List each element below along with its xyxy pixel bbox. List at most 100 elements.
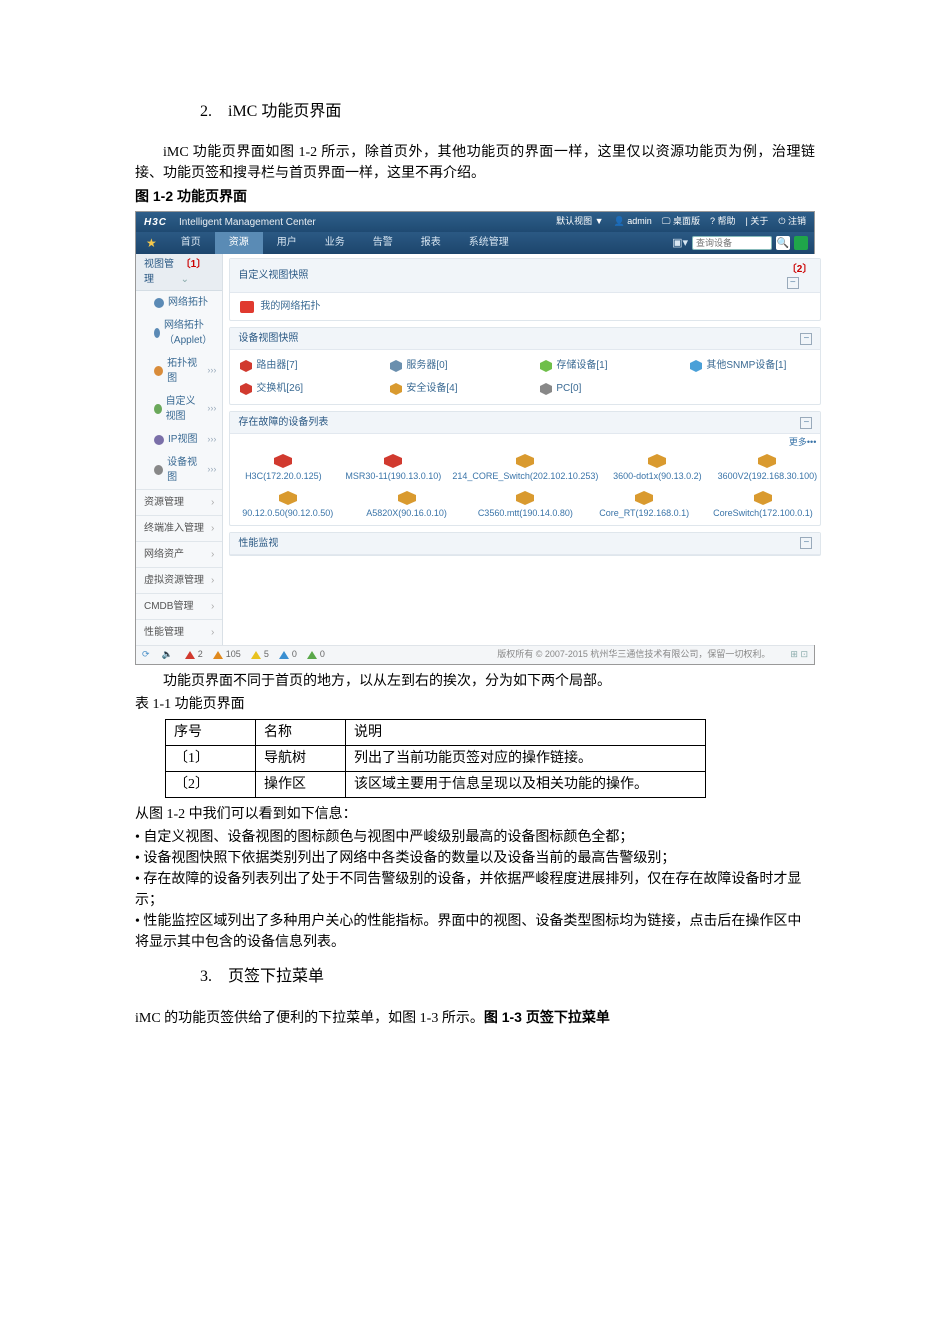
- fault-device-link[interactable]: Core_RT(192.168.0.1): [589, 491, 700, 521]
- device-icon: [540, 360, 552, 372]
- fault-device-icon: [754, 491, 772, 505]
- callout-1: 〔1〕: [181, 259, 207, 270]
- alarm-icon: [279, 651, 289, 659]
- help-link[interactable]: ? 帮助: [710, 215, 736, 229]
- device-type-link[interactable]: 安全设备[4]: [390, 381, 510, 396]
- collapse-icon[interactable]: −: [787, 277, 799, 289]
- fault-device-icon: [635, 491, 653, 505]
- fault-device-link[interactable]: H3C(172.20.0.125): [232, 454, 334, 484]
- search-button[interactable]: 🔍: [776, 236, 790, 250]
- about-link[interactable]: | 关于: [746, 215, 769, 229]
- table-caption: 表 1-1 功能页界面: [135, 694, 815, 715]
- device-type-link[interactable]: 服务器[0]: [390, 358, 510, 373]
- panel-custom-title: 自定义视图快照: [238, 268, 308, 283]
- th-seq: 序号: [166, 719, 256, 745]
- user-label[interactable]: admin: [627, 216, 652, 226]
- side-head-view-mgmt[interactable]: 视图管理 〔1〕 ⌄: [136, 254, 222, 291]
- device-icon: [390, 383, 402, 395]
- fault-device-link[interactable]: A5820X(90.16.0.10): [351, 491, 462, 521]
- search-type-icon[interactable]: ▣▾: [672, 235, 688, 252]
- table-row: 〔1〕 导航树 列出了当前功能页签对应的操作链接。: [166, 745, 706, 771]
- fault-device-link[interactable]: 3600V2(192.168.30.100): [716, 454, 818, 484]
- sidebar-item-icon: [154, 298, 164, 308]
- favorite-star-icon[interactable]: ★: [136, 234, 167, 252]
- bullet-2: • 设备视图快照下依据类别列出了网络中各类设备的数量以及设备当前的最高告警级别；: [135, 848, 815, 869]
- sidebar-item-icon: [154, 465, 163, 475]
- sidebar-category[interactable]: 资源管理›: [136, 489, 222, 515]
- panel-device-snapshot: 设备视图快照 − 路由器[7]服务器[0]存储设备[1]其他SNMP设备[1] …: [229, 327, 821, 405]
- alarm-count[interactable]: 5: [251, 648, 269, 662]
- collapse-icon[interactable]: −: [800, 333, 812, 345]
- sidebar-category[interactable]: 网络资产›: [136, 541, 222, 567]
- fault-device-link[interactable]: 3600-dot1x(90.13.0.2): [606, 454, 708, 484]
- table-row: 〔2〕 操作区 该区域主要用于信息呈现以及相关功能的操作。: [166, 771, 706, 797]
- device-type-link[interactable]: PC[0]: [540, 381, 660, 396]
- footer-refresh-icon[interactable]: ⟳: [142, 648, 150, 662]
- default-view-dropdown[interactable]: 默认视图 ▼: [556, 215, 603, 229]
- sidebar-category[interactable]: 性能管理›: [136, 619, 222, 645]
- more-link[interactable]: 更多•••: [230, 434, 820, 450]
- fault-device-link[interactable]: CoreSwitch(172.100.0.1): [708, 491, 819, 521]
- fault-device-icon: [516, 454, 534, 468]
- sidebar-category[interactable]: 终端准入管理›: [136, 515, 222, 541]
- status-flag-icon[interactable]: [794, 236, 808, 250]
- fault-device-link[interactable]: MSR30-11(190.13.0.10): [342, 454, 444, 484]
- panel-fault-title: 存在故障的设备列表: [238, 415, 328, 430]
- panel-performance: 性能监视 −: [229, 532, 821, 556]
- nav-tab-alarm[interactable]: 告警: [359, 232, 407, 254]
- nav-tab-home[interactable]: 首页: [167, 232, 215, 254]
- device-type-link[interactable]: 存储设备[1]: [540, 358, 660, 373]
- alarm-count[interactable]: 0: [279, 648, 297, 662]
- footer-expand-icon[interactable]: ⊞ ⊡: [790, 648, 808, 662]
- desktop-link[interactable]: 🖵 桌面版: [662, 215, 700, 229]
- collapse-icon[interactable]: −: [800, 417, 812, 429]
- brand-logo: H3C: [144, 215, 167, 230]
- sidebar-item-icon: [154, 328, 160, 338]
- sidebar-category[interactable]: 虚拟资源管理›: [136, 567, 222, 593]
- fault-device-icon: [648, 454, 666, 468]
- device-type-link[interactable]: 其他SNMP设备[1]: [690, 358, 810, 373]
- my-network-topology-link[interactable]: 我的网络拓扑: [240, 299, 810, 314]
- device-type-link[interactable]: 交换机[26]: [240, 381, 360, 396]
- device-type-link[interactable]: 路由器[7]: [240, 358, 360, 373]
- sidebar-item-icon: [154, 366, 163, 376]
- nav-tab-resource[interactable]: 资源: [215, 232, 263, 254]
- post-table-intro: 从图 1-2 中我们可以看到如下信息：: [135, 804, 815, 825]
- sidebar-category[interactable]: CMDB管理›: [136, 593, 222, 619]
- sidebar-item-icon: [154, 435, 164, 445]
- brand-subtitle: Intelligent Management Center: [179, 215, 316, 230]
- nav-tree: 视图管理 〔1〕 ⌄ 网络拓扑网络拓扑（Applet）拓扑视图›››自定义视图›…: [136, 254, 223, 645]
- fault-device-link[interactable]: C3560.mtt(190.14.0.80): [470, 491, 581, 521]
- panel-devsnap-title: 设备视图快照: [238, 331, 298, 346]
- fault-device-link[interactable]: 214_CORE_Switch(202.102.10.253): [452, 454, 598, 484]
- section-2-title: 2. iMC 功能页界面: [200, 100, 815, 124]
- nav-tab-service[interactable]: 业务: [311, 232, 359, 254]
- operation-area: 自定义视图快照 〔2〕 − 我的网络拓扑 设备视图快照 − 路由器[7]服务器[…: [223, 254, 827, 645]
- panel-fault-list: 存在故障的设备列表 − 更多••• H3C(172.20.0.125) MSR30…: [229, 411, 821, 526]
- nav-tab-system[interactable]: 系统管理: [455, 232, 523, 254]
- alarm-count[interactable]: 2: [185, 648, 203, 662]
- th-name: 名称: [256, 719, 346, 745]
- alarm-count[interactable]: 105: [213, 648, 241, 662]
- sidebar-item[interactable]: IP视图›››: [136, 428, 222, 451]
- table-1-1: 序号 名称 说明 〔1〕 导航树 列出了当前功能页签对应的操作链接。 〔2〕 操…: [165, 719, 706, 798]
- alarm-icon: [213, 651, 223, 659]
- sidebar-item[interactable]: 网络拓扑: [136, 291, 222, 314]
- after-fig-para: 功能页界面不同于首页的地方，以从左到右的挨次，分为如下两个局部。: [135, 671, 815, 692]
- sidebar-item[interactable]: 网络拓扑（Applet）: [136, 314, 222, 352]
- nav-tab-report[interactable]: 报表: [407, 232, 455, 254]
- logout-link[interactable]: ⏻ 注销: [778, 215, 806, 229]
- imc-screenshot: H3C Intelligent Management Center 默认视图 ▼…: [135, 211, 815, 665]
- bullet-4: • 性能监控区域列出了多种用户关心的性能指标。界面中的视图、设备类型图标均为链接…: [135, 911, 815, 953]
- sidebar-item[interactable]: 拓扑视图›››: [136, 352, 222, 390]
- sidebar-item[interactable]: 设备视图›››: [136, 451, 222, 489]
- fault-device-icon: [274, 454, 292, 468]
- fault-device-icon: [384, 454, 402, 468]
- nav-tab-user[interactable]: 用户: [263, 232, 311, 254]
- fault-device-link[interactable]: 90.12.0.50(90.12.0.50): [232, 491, 343, 521]
- alarm-count[interactable]: 0: [307, 648, 325, 662]
- sidebar-item[interactable]: 自定义视图›››: [136, 390, 222, 428]
- footer-sound-icon[interactable]: 🔈: [162, 648, 173, 662]
- collapse-icon[interactable]: −: [800, 537, 812, 549]
- search-input[interactable]: [692, 236, 772, 250]
